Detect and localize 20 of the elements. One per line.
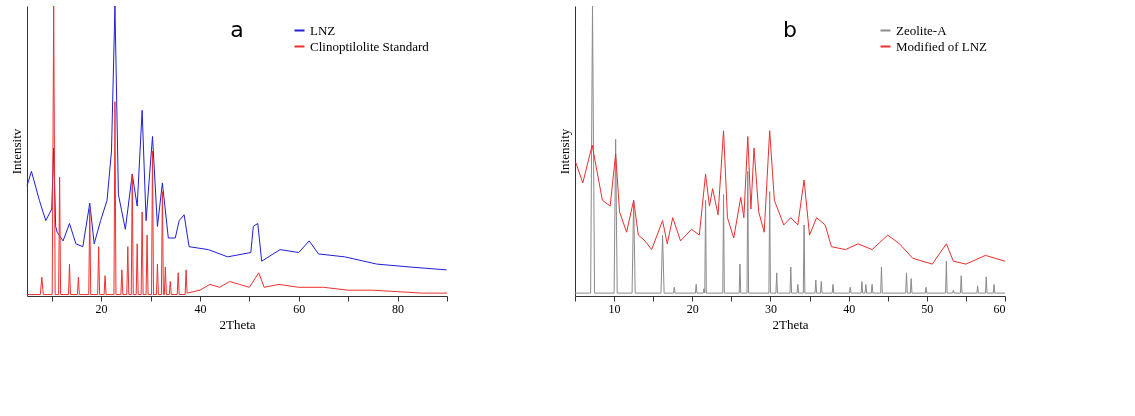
legend-label: Zeolite-A <box>896 22 948 38</box>
x-tick-label: 60 <box>293 301 306 316</box>
legend-label: LNZ <box>310 22 336 38</box>
x-tick-label: 20 <box>95 301 108 316</box>
y-axis-title: Intensity <box>556 128 572 175</box>
y-axis-title: Intensitv <box>8 128 24 175</box>
x-axis-title: 2Theta <box>772 316 809 332</box>
x-axis-title: 2Theta <box>219 316 256 332</box>
text: b <box>783 16 797 42</box>
x-tick-label: 20 <box>686 301 699 316</box>
x-tick-label: 10 <box>608 301 621 316</box>
x-tick-label: 60 <box>993 301 1006 316</box>
x-tick-label: 40 <box>843 301 856 316</box>
x-tick-label: 30 <box>764 301 777 316</box>
legend-label: Modified of LNZ <box>896 38 988 54</box>
legend-label: Clinoptilolite Standard <box>310 38 430 54</box>
x-tick-label: 80 <box>392 301 405 316</box>
x-tick-label: 40 <box>194 301 207 316</box>
text: a <box>230 16 244 42</box>
x-tick-label: 50 <box>921 301 934 316</box>
